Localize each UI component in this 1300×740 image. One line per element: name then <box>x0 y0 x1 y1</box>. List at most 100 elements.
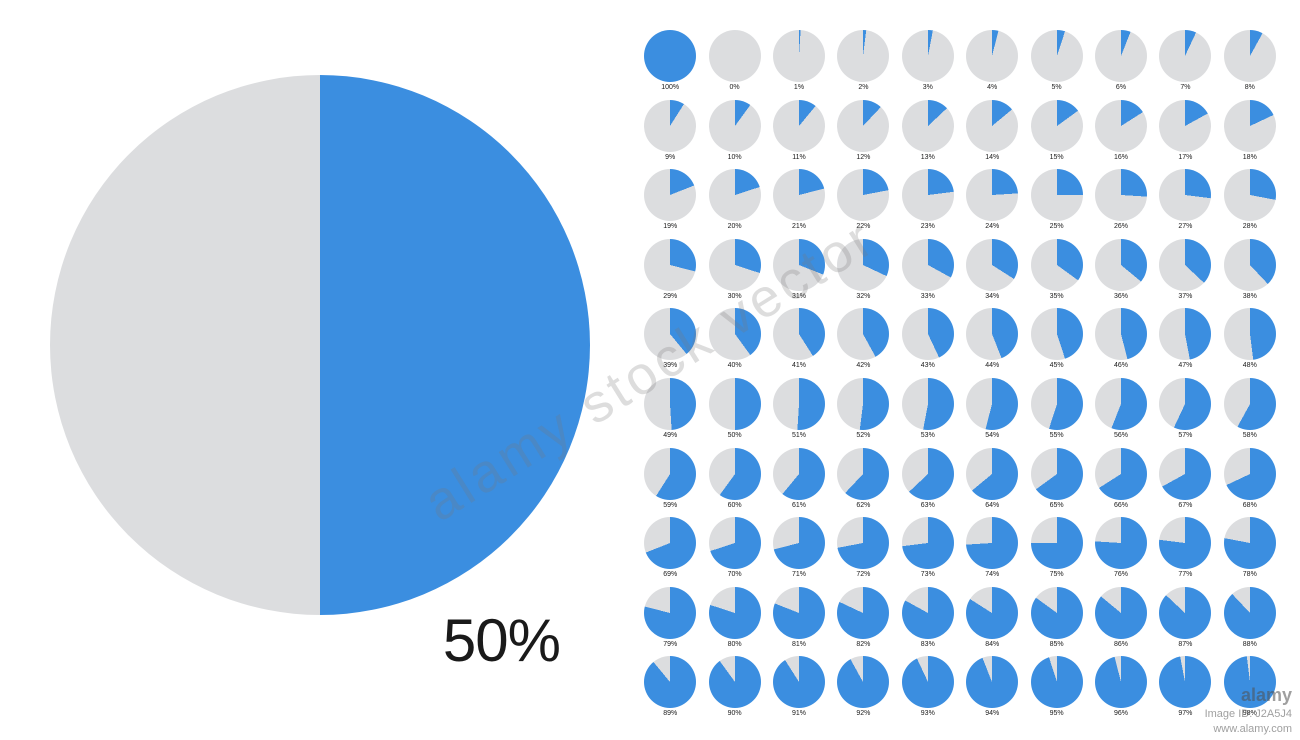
small-pie-56 <box>1095 378 1147 430</box>
small-pie-label-7: 7% <box>1180 84 1190 91</box>
small-pie-54 <box>966 378 1018 430</box>
pie-cell-12: 12% <box>833 100 893 164</box>
pie-cell-94: 94% <box>962 656 1022 720</box>
pie-cell-96: 96% <box>1091 656 1151 720</box>
small-pie-1 <box>773 30 825 82</box>
small-pie-88 <box>1224 587 1276 639</box>
small-pie-68 <box>1224 448 1276 500</box>
small-pie-label-37: 37% <box>1178 293 1192 300</box>
small-pie-label-90: 90% <box>728 710 742 717</box>
small-pie-92 <box>837 656 889 708</box>
pie-cell-5: 5% <box>1026 30 1086 94</box>
small-pie-97 <box>1159 656 1211 708</box>
pie-cell-34: 34% <box>962 239 1022 303</box>
small-pie-19 <box>644 169 696 221</box>
small-pie-7 <box>1159 30 1211 82</box>
small-pie-85 <box>1031 587 1083 639</box>
small-pie-66 <box>1095 448 1147 500</box>
small-pie-label-35: 35% <box>1050 293 1064 300</box>
small-pie-label-33: 33% <box>921 293 935 300</box>
small-pie-47 <box>1159 308 1211 360</box>
small-pie-18 <box>1224 100 1276 152</box>
small-pie-30 <box>709 239 761 291</box>
small-pie-label-36: 36% <box>1114 293 1128 300</box>
small-pie-label-39: 39% <box>663 362 677 369</box>
pie-cell-41: 41% <box>769 308 829 372</box>
pie-cell-93: 93% <box>898 656 958 720</box>
pie-cell-31: 31% <box>769 239 829 303</box>
small-pie-label-51: 51% <box>792 432 806 439</box>
small-pie-59 <box>644 448 696 500</box>
small-pie-label-75: 75% <box>1050 571 1064 578</box>
pie-cell-49: 49% <box>640 378 700 442</box>
pie-cell-4: 4% <box>962 30 1022 94</box>
small-pie-label-13: 13% <box>921 154 935 161</box>
small-pie-label-68: 68% <box>1243 502 1257 509</box>
small-pie-label-94: 94% <box>985 710 999 717</box>
pie-cell-80: 80% <box>704 587 764 651</box>
small-pie-label-59: 59% <box>663 502 677 509</box>
small-pie-78 <box>1224 517 1276 569</box>
small-pie-39 <box>644 308 696 360</box>
pie-cell-13: 13% <box>898 100 958 164</box>
small-pie-31 <box>773 239 825 291</box>
small-pie-84 <box>966 587 1018 639</box>
small-pie-label-62: 62% <box>856 502 870 509</box>
small-pie-label-52: 52% <box>856 432 870 439</box>
pie-cell-1: 1% <box>769 30 829 94</box>
pie-cell-6: 6% <box>1091 30 1151 94</box>
small-pie-34 <box>966 239 1018 291</box>
small-pie-label-3: 3% <box>923 84 933 91</box>
pie-cell-11: 11% <box>769 100 829 164</box>
small-pie-label-30: 30% <box>728 293 742 300</box>
small-pie-89 <box>644 656 696 708</box>
small-pie-label-19: 19% <box>663 223 677 230</box>
small-pie-11 <box>773 100 825 152</box>
small-pie-70 <box>709 517 761 569</box>
large-pie-label: 50% <box>443 606 560 675</box>
small-pie-label-49: 49% <box>663 432 677 439</box>
pie-cell-65: 65% <box>1026 448 1086 512</box>
pie-cell-100: 100% <box>640 30 700 94</box>
small-pie-label-53: 53% <box>921 432 935 439</box>
small-pie-label-31: 31% <box>792 293 806 300</box>
small-pie-label-63: 63% <box>921 502 935 509</box>
small-pie-label-73: 73% <box>921 571 935 578</box>
small-pie-77 <box>1159 517 1211 569</box>
pie-cell-67: 67% <box>1155 448 1215 512</box>
small-pie-45 <box>1031 308 1083 360</box>
large-pie-wrap: 50% <box>50 75 590 675</box>
pie-cell-71: 71% <box>769 517 829 581</box>
small-pie-label-11: 11% <box>792 154 806 161</box>
chart-container: 50% 100%0%1%2%3%4%5%6%7%8%9%10%11%12%13%… <box>0 0 1300 740</box>
small-pie-label-46: 46% <box>1114 362 1128 369</box>
pie-cell-35: 35% <box>1026 239 1086 303</box>
small-pie-94 <box>966 656 1018 708</box>
small-pie-86 <box>1095 587 1147 639</box>
small-pie-65 <box>1031 448 1083 500</box>
small-pie-label-12: 12% <box>856 154 870 161</box>
small-pie-40 <box>709 308 761 360</box>
pie-cell-58: 58% <box>1220 378 1280 442</box>
small-pie-64 <box>966 448 1018 500</box>
small-pie-label-58: 58% <box>1243 432 1257 439</box>
pie-cell-61: 61% <box>769 448 829 512</box>
small-pie-label-96: 96% <box>1114 710 1128 717</box>
small-pie-label-98: 98% <box>1243 710 1257 717</box>
pie-cell-29: 29% <box>640 239 700 303</box>
small-pie-label-87: 87% <box>1178 641 1192 648</box>
pie-cell-90: 90% <box>704 656 764 720</box>
small-pie-80 <box>709 587 761 639</box>
small-pie-label-57: 57% <box>1178 432 1192 439</box>
pie-cell-44: 44% <box>962 308 1022 372</box>
small-pie-label-14: 14% <box>985 154 999 161</box>
pie-cell-43: 43% <box>898 308 958 372</box>
pie-cell-57: 57% <box>1155 378 1215 442</box>
pie-cell-78: 78% <box>1220 517 1280 581</box>
pie-cell-62: 62% <box>833 448 893 512</box>
pie-cell-33: 33% <box>898 239 958 303</box>
small-pie-label-17: 17% <box>1178 154 1192 161</box>
small-pie-label-65: 65% <box>1050 502 1064 509</box>
small-pie-label-88: 88% <box>1243 641 1257 648</box>
small-pie-label-71: 71% <box>792 571 806 578</box>
